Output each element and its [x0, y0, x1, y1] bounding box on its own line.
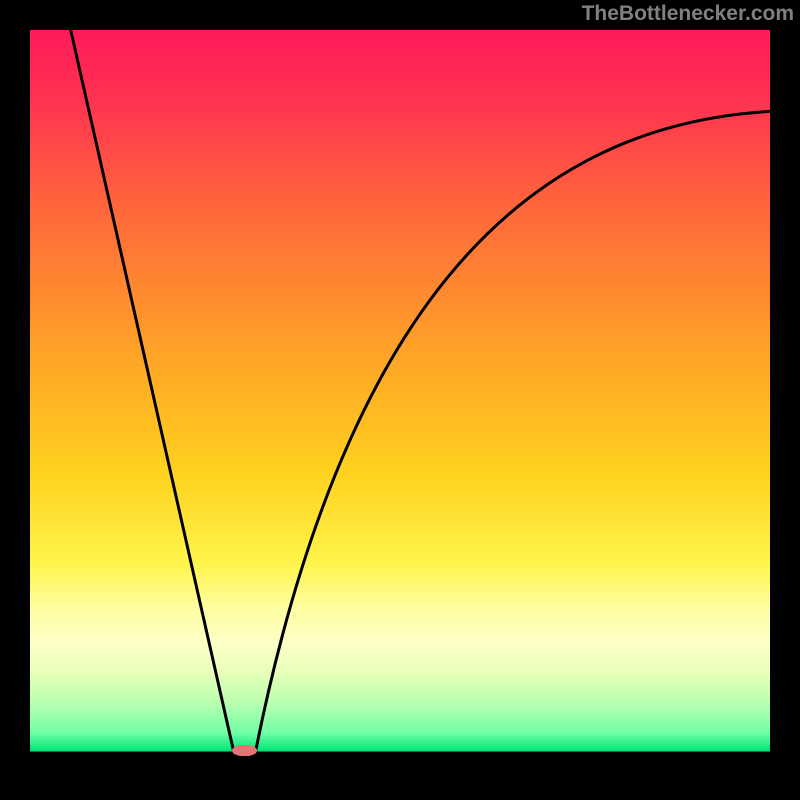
plot-area — [30, 30, 770, 770]
curve-right-segment — [256, 111, 770, 750]
chart-container: TheBottlenecker.com — [0, 0, 800, 800]
curve-left-segment — [71, 30, 234, 751]
watermark-label: TheBottlenecker.com — [582, 2, 794, 26]
min-point-marker — [232, 745, 257, 756]
curve-layer — [30, 30, 770, 770]
